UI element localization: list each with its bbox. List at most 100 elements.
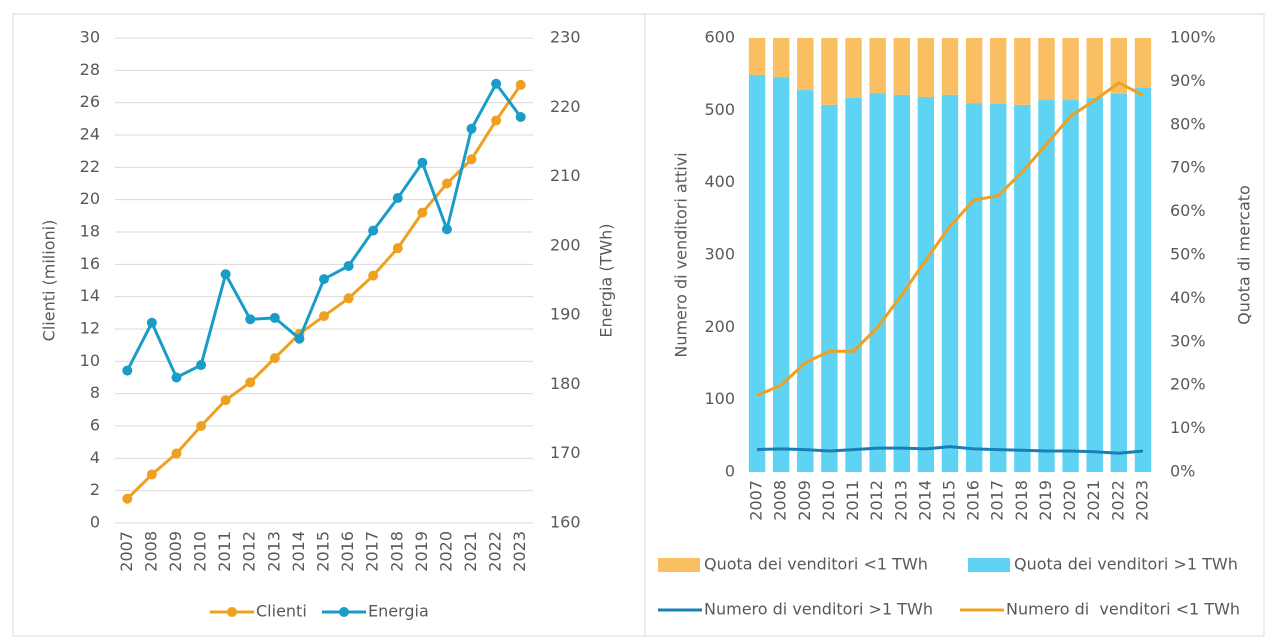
y-tick-label: 200 <box>704 317 735 336</box>
x-tick-label: 2019 <box>1036 480 1055 521</box>
x-tick-label: 2012 <box>867 480 886 521</box>
y2-tick-label: 80% <box>1170 114 1206 133</box>
bar <box>1086 97 1103 472</box>
y2-tick-label: 30% <box>1170 331 1206 350</box>
legend-label: Clienti <box>256 602 307 621</box>
y-tick-label: 600 <box>704 28 735 47</box>
y2-tick-label: 230 <box>550 28 581 47</box>
y-tick-label: 18 <box>80 222 100 241</box>
y-axis-title: Numero di venditori attivi <box>672 152 691 357</box>
y-tick-label: 100 <box>704 389 735 408</box>
y-tick-label: 0 <box>725 462 735 481</box>
point <box>220 269 231 280</box>
y-tick-label: 14 <box>80 286 100 305</box>
x-tick-label: 2008 <box>771 480 790 521</box>
bar <box>965 38 983 104</box>
y2-tick-label: 10% <box>1170 418 1206 437</box>
y-tick-label: 300 <box>704 245 735 264</box>
chart-frame <box>644 13 1265 637</box>
bar <box>965 103 983 472</box>
x-tick-label: 2009 <box>795 480 814 521</box>
line-series <box>756 81 1144 397</box>
y-tick-label: 6 <box>90 416 100 435</box>
legend-label: Numero di venditori <1 TWh <box>1006 600 1240 619</box>
y2-tick-label: 190 <box>550 305 581 324</box>
bar <box>1110 38 1128 94</box>
bar <box>893 94 910 472</box>
y-tick-label: 24 <box>80 125 100 144</box>
line-series <box>126 84 522 500</box>
y-tick-label: 22 <box>80 157 100 176</box>
x-tick-label: 2012 <box>240 531 259 572</box>
y-tick-label: 4 <box>90 448 100 467</box>
point <box>441 224 452 235</box>
y-axis-title: Clienti (milioni) <box>40 220 59 342</box>
x-tick-label: 2016 <box>964 480 983 521</box>
bar <box>1038 38 1055 101</box>
point <box>146 469 157 480</box>
point <box>491 78 502 89</box>
x-tick-label: 2016 <box>338 531 357 572</box>
point <box>368 225 379 236</box>
x-tick-label: 2008 <box>141 531 160 572</box>
bar <box>845 38 862 98</box>
x-tick-label: 2015 <box>940 480 959 521</box>
point <box>196 360 207 371</box>
y-tick-label: 26 <box>80 92 100 111</box>
y-tick-label: 400 <box>704 172 735 191</box>
bar <box>1062 38 1079 101</box>
y-tick-label: 0 <box>90 513 100 532</box>
y2-tick-label: 210 <box>550 166 581 185</box>
bar <box>821 38 838 105</box>
y-tick-label: 28 <box>80 60 100 79</box>
y2-tick-label: 220 <box>550 97 581 116</box>
point <box>122 365 133 376</box>
x-tick-label: 2018 <box>1012 480 1031 521</box>
point <box>122 493 133 504</box>
bar <box>1134 87 1152 472</box>
x-tick-label: 2022 <box>486 531 505 572</box>
legend-swatch <box>658 558 700 572</box>
point <box>319 274 329 285</box>
y2-tick-label: 180 <box>550 374 581 393</box>
y-tick-label: 8 <box>90 383 100 402</box>
y-tick-label: 12 <box>80 319 100 338</box>
x-tick-label: 2015 <box>314 531 333 572</box>
x-tick-label: 2020 <box>1060 480 1079 521</box>
bar <box>1086 38 1103 98</box>
y2-tick-label: 40% <box>1170 288 1206 307</box>
point <box>441 178 452 189</box>
point <box>466 123 477 134</box>
x-tick-label: 2013 <box>264 531 283 572</box>
point <box>196 421 207 431</box>
x-tick-label: 2018 <box>387 531 406 572</box>
legend-label: Quota dei venditori >1 TWh <box>1014 555 1238 574</box>
point <box>417 157 428 168</box>
x-tick-label: 2022 <box>1108 480 1127 521</box>
x-tick-label: 2017 <box>363 531 382 572</box>
y2-tick-label: 90% <box>1170 71 1206 90</box>
bar <box>748 38 766 75</box>
bar <box>941 94 959 472</box>
point <box>269 353 280 364</box>
bar <box>917 97 935 473</box>
bar <box>893 38 910 95</box>
bar <box>821 104 838 472</box>
point <box>343 260 354 271</box>
y-tick-label: 10 <box>80 351 100 370</box>
point <box>294 333 305 344</box>
x-tick-label: 2013 <box>891 480 910 521</box>
x-tick-label: 2019 <box>412 531 431 572</box>
y2-tick-label: 170 <box>550 443 581 462</box>
point <box>515 111 526 122</box>
bar <box>917 38 935 98</box>
y2-tick-label: 200 <box>550 235 581 254</box>
legend-swatch <box>227 607 237 617</box>
bar <box>990 38 1007 104</box>
y-tick-label: 16 <box>80 254 100 273</box>
y-tick-label: 2 <box>90 480 100 499</box>
x-tick-label: 2011 <box>843 480 862 521</box>
legend-label: Quota dei venditori <1 TWh <box>704 555 928 574</box>
point <box>491 115 502 126</box>
